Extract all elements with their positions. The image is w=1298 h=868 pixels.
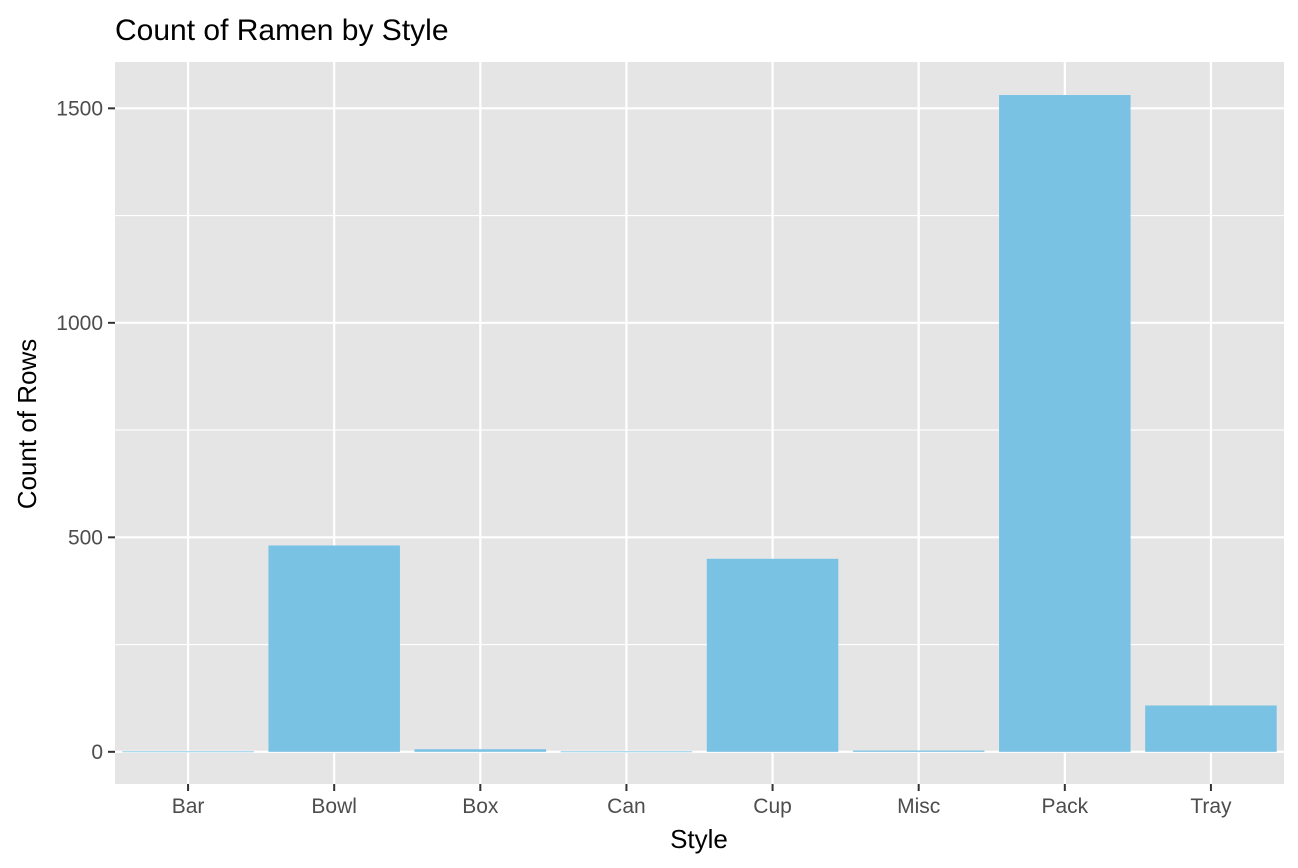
x-tick-label-bowl: Bowl [311,795,357,818]
y-axis-title: Count of Rows [12,339,42,510]
x-tick-label-misc: Misc [897,795,940,818]
bar-misc [852,750,985,752]
x-tick-label-pack: Pack [1041,795,1088,818]
bar-tray [1145,705,1277,752]
x-tick-label-cup: Cup [753,795,792,818]
bar-can [560,751,693,753]
y-tick-label: 1000 [56,312,103,335]
x-tick-label-box: Box [462,795,499,818]
x-tick-label-bar: Bar [172,795,205,818]
y-tick-label: 0 [91,741,103,764]
bar-pack [999,95,1131,752]
bar-box [414,749,547,752]
x-tick-label-tray: Tray [1190,795,1232,818]
x-axis: Bar Bowl Box Can Cup Misc Pack Tray [172,784,1232,818]
y-axis: 0 500 1000 1500 [56,97,115,764]
chart-title: Count of Ramen by Style [115,14,449,47]
bars [122,95,1277,753]
x-axis-title: Style [670,824,728,854]
y-tick-label: 1500 [56,97,103,120]
bar-cup [706,558,839,752]
x-tick-label-can: Can [607,795,646,818]
y-tick-label: 500 [68,526,103,549]
bar-bowl [268,545,400,752]
bar-bar [122,751,254,753]
